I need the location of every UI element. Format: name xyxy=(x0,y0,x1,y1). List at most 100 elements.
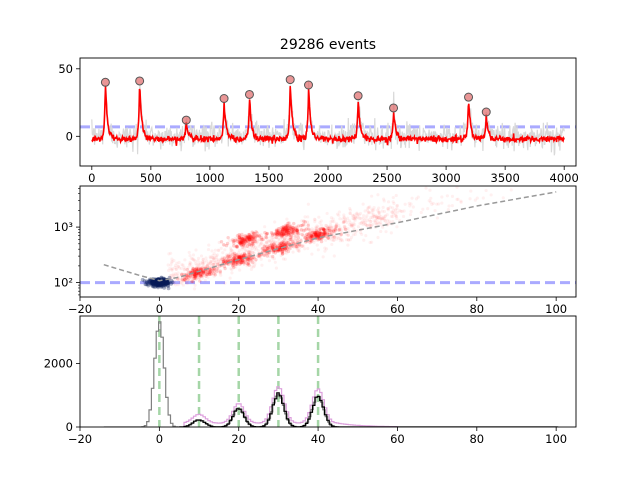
cluster-point xyxy=(259,237,264,242)
scatter-point xyxy=(333,225,338,229)
scatter-point xyxy=(381,225,385,229)
scatter-point xyxy=(342,220,346,224)
scatter-point xyxy=(295,246,299,251)
noise-cluster-point xyxy=(164,281,169,286)
scatter-point xyxy=(374,218,378,223)
cluster-point xyxy=(318,232,322,236)
cluster-point xyxy=(192,273,196,277)
scatter-point xyxy=(379,217,383,221)
scatter-point xyxy=(315,238,319,243)
noise-cluster-point xyxy=(163,282,168,287)
scatter-point xyxy=(215,268,219,272)
scatter-point xyxy=(212,259,216,263)
cluster-point xyxy=(205,272,209,277)
cluster-point xyxy=(201,270,206,275)
cluster-point xyxy=(243,260,247,264)
cluster-point xyxy=(307,227,311,231)
cluster-point xyxy=(275,232,280,236)
scatter-point xyxy=(253,262,257,266)
cluster-point xyxy=(314,233,318,237)
cluster-point xyxy=(250,256,254,260)
scatter-point xyxy=(353,218,357,222)
scatter-point xyxy=(195,263,199,267)
scatter-point xyxy=(222,256,226,261)
scatter-point xyxy=(216,261,220,265)
cluster-point xyxy=(224,243,229,248)
cluster-point xyxy=(286,221,290,226)
cluster-point xyxy=(245,238,249,243)
scatter-point xyxy=(304,233,308,238)
scatter-point xyxy=(456,197,460,201)
cluster-point xyxy=(315,232,319,237)
cluster-point xyxy=(206,270,210,274)
noise-cluster-point xyxy=(156,281,161,286)
scatter-point xyxy=(309,234,313,238)
y-tick-label: 2000 xyxy=(44,357,73,371)
scatter-point xyxy=(347,219,351,223)
scatter-point xyxy=(186,271,190,275)
scatter-point xyxy=(238,239,243,244)
scatter-point xyxy=(212,262,216,267)
noise-cluster-point xyxy=(153,280,158,284)
scatter-point xyxy=(272,257,276,261)
cluster-point xyxy=(198,274,203,278)
cluster-point xyxy=(253,239,258,244)
noise-cluster-point xyxy=(151,281,156,285)
cluster-point xyxy=(245,238,249,242)
cluster-point xyxy=(319,231,323,236)
scatter-point xyxy=(368,240,372,245)
x-tick-label: 500 xyxy=(140,171,162,185)
scatter-point xyxy=(174,267,179,271)
noise-cluster-point xyxy=(165,280,170,285)
cluster-point xyxy=(235,262,239,267)
scatter-point xyxy=(342,220,346,224)
cluster-point xyxy=(312,230,316,235)
scatter-point xyxy=(355,213,360,217)
cluster-point xyxy=(282,232,287,237)
noise-cluster-point xyxy=(160,281,164,286)
noise-cluster-point xyxy=(154,278,159,283)
cluster-point xyxy=(311,234,315,238)
scatter-point xyxy=(326,224,330,229)
scatter-point xyxy=(276,233,281,237)
cluster-point xyxy=(237,232,242,237)
scatter-point xyxy=(332,234,336,238)
noise-cluster-point xyxy=(146,279,151,284)
noise-cluster-point xyxy=(157,281,162,286)
scatter-point xyxy=(175,261,179,265)
cluster-point xyxy=(242,252,247,256)
noise-cluster-point xyxy=(149,281,154,286)
cluster-point xyxy=(249,234,253,238)
scatter-point xyxy=(332,231,337,235)
cluster-point xyxy=(247,250,251,254)
scatter-point xyxy=(264,241,268,245)
scatter-point xyxy=(355,211,359,215)
cluster-point xyxy=(323,228,327,233)
x-tick-label: 4000 xyxy=(550,171,579,185)
scatter-point xyxy=(268,240,272,244)
scatter-point xyxy=(341,221,345,225)
cluster-point xyxy=(270,254,275,259)
scatter-point xyxy=(274,266,279,270)
scatter-point xyxy=(243,248,247,252)
scatter-point xyxy=(329,216,333,220)
cluster-point xyxy=(289,234,294,238)
cluster-point xyxy=(309,234,314,239)
cluster-point xyxy=(248,237,252,241)
scatter-point xyxy=(373,220,377,224)
cluster-point xyxy=(193,274,197,278)
scatter-point xyxy=(201,260,205,264)
cluster-point xyxy=(193,270,197,274)
scatter-point xyxy=(231,249,235,253)
scatter-point xyxy=(264,251,269,256)
scatter-point xyxy=(240,244,244,248)
cluster-point xyxy=(241,240,245,244)
scatter-point xyxy=(260,263,264,267)
scatter-point xyxy=(183,258,187,262)
scatter-point xyxy=(195,265,199,269)
cluster-point xyxy=(251,236,256,240)
peak-marker xyxy=(464,92,474,102)
scatter-point xyxy=(263,244,268,248)
scatter-point xyxy=(246,249,250,253)
cluster-point xyxy=(308,238,313,243)
